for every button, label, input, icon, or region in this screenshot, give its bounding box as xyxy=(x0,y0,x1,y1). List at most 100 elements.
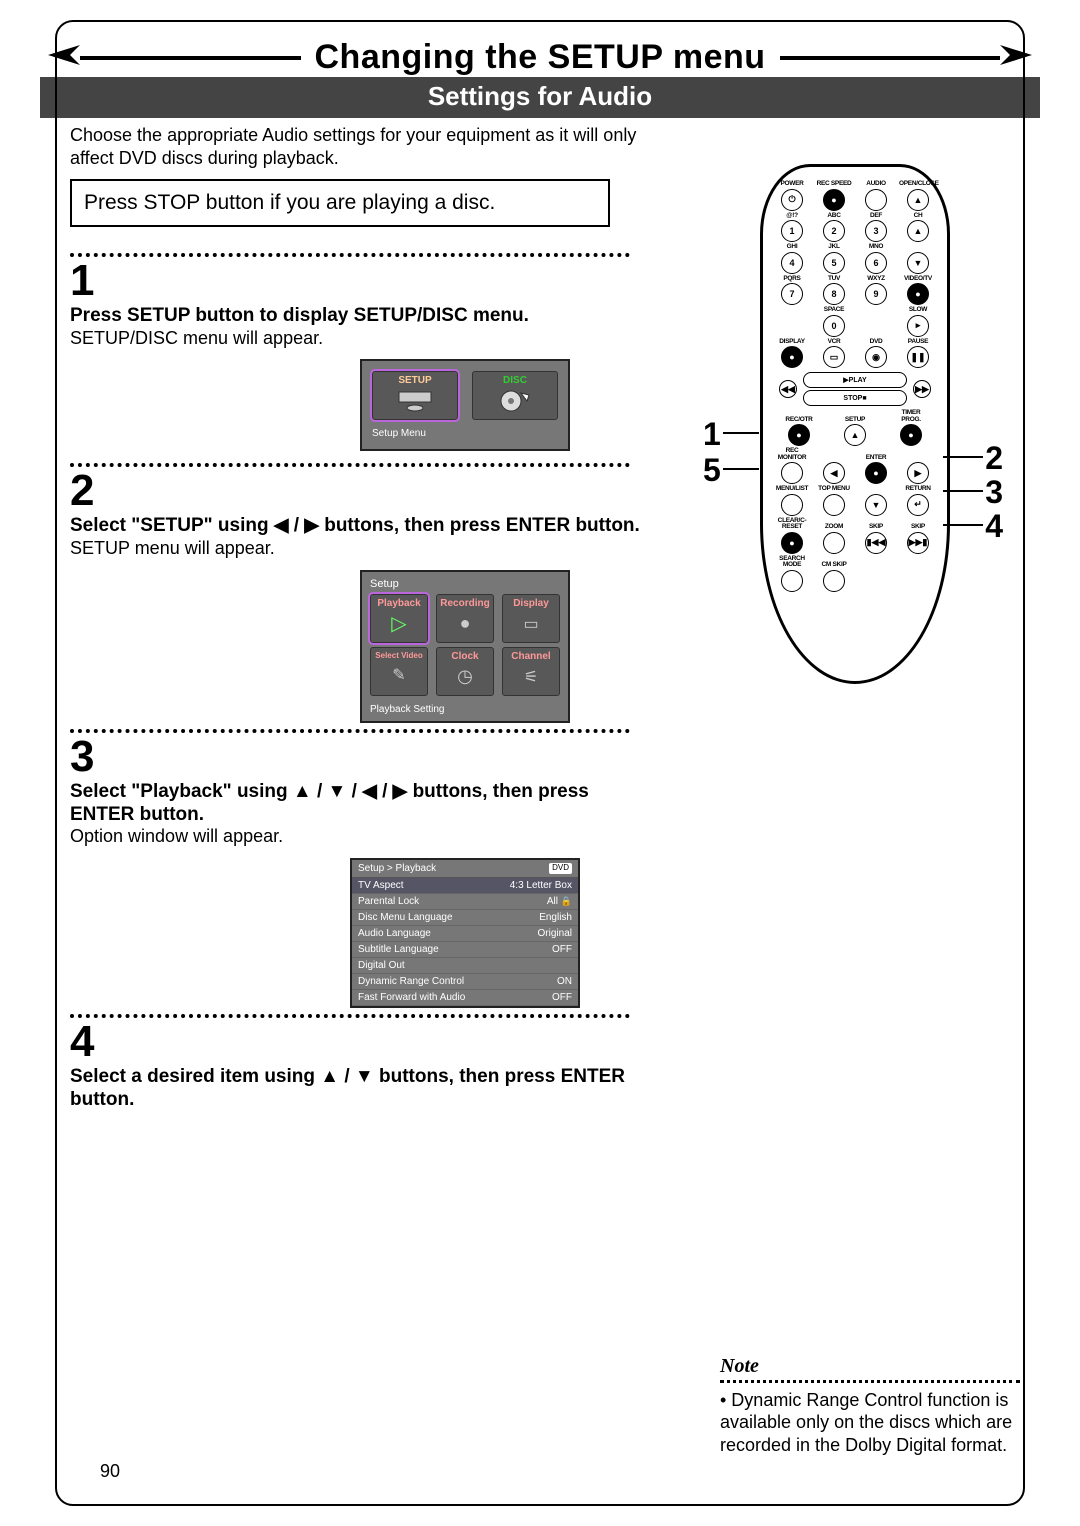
remote-button[interactable]: 5 xyxy=(823,252,845,274)
button-label: DISPLAY xyxy=(773,339,811,346)
right-decor-icon xyxy=(1000,41,1040,74)
button-label: ABC xyxy=(815,213,853,220)
remote-button[interactable]: ▲ xyxy=(907,220,929,242)
option-row: Digital Out xyxy=(352,958,578,974)
remote-button[interactable] xyxy=(823,570,845,592)
setup-disc-screen: SETUP DISC Setup Menu xyxy=(360,359,570,451)
remote-button[interactable]: ◉ xyxy=(865,346,887,368)
step-heading: Select "Playback" using ▲ / ▼ / ◀ / ▶ bu… xyxy=(70,781,648,827)
remote-button[interactable]: ▼ xyxy=(865,494,887,516)
button-label: CM SKIP xyxy=(815,562,853,569)
divider xyxy=(70,463,630,467)
subtitle: Settings for Audio xyxy=(40,77,1040,118)
remote-button[interactable]: 7 xyxy=(781,283,803,305)
step-body: SETUP menu will appear. xyxy=(70,538,648,560)
remote-button[interactable]: 3 xyxy=(865,220,887,242)
tile-label: DISC xyxy=(473,375,557,386)
remote-button[interactable]: ▸ xyxy=(907,315,929,337)
remote-button[interactable]: 6 xyxy=(865,252,887,274)
forward-button[interactable]: ▶▶ xyxy=(913,380,931,398)
remote-button[interactable]: ▲ xyxy=(907,189,929,211)
remote-button[interactable]: 8 xyxy=(823,283,845,305)
rewind-button[interactable]: ◀◀ xyxy=(779,380,797,398)
button-label: SETUP xyxy=(836,417,874,424)
remote-button[interactable]: ▼ xyxy=(907,252,929,274)
remote-button[interactable]: 9 xyxy=(865,283,887,305)
instructions-column: Choose the appropriate Audio settings fo… xyxy=(40,124,660,1112)
button-label: VCR xyxy=(815,339,853,346)
option-row: Dynamic Range ControlON xyxy=(352,974,578,990)
remote-button[interactable]: ● xyxy=(865,462,887,484)
tile-label: SETUP xyxy=(373,375,457,386)
note-section: Note • Dynamic Range Control function is… xyxy=(720,1355,1020,1457)
step-number: 3 xyxy=(70,735,648,779)
button-label: OPEN/CLOSE xyxy=(899,181,937,188)
remote-button[interactable]: 1 xyxy=(781,220,803,242)
button-label: GHI xyxy=(773,244,811,251)
callout-1: 1 xyxy=(703,416,721,453)
divider xyxy=(70,729,630,733)
header: Changing the SETUP menu Settings for Aud… xyxy=(40,38,1040,118)
remote-button[interactable]: ↵ xyxy=(907,494,929,516)
remote-button[interactable]: 0 xyxy=(823,315,845,337)
button-label: REC/OTR xyxy=(780,417,818,424)
remote-button[interactable]: ● xyxy=(788,424,810,446)
button-label: VIDEO/TV xyxy=(899,276,937,283)
divider xyxy=(70,1014,630,1018)
button-label: DEF xyxy=(857,213,895,220)
option-row: Parental LockAll xyxy=(352,894,578,910)
button-label: AUDIO xyxy=(857,181,895,188)
button-label: MNO xyxy=(857,244,895,251)
remote-button[interactable]: ▮◀◀ xyxy=(865,532,887,554)
screen-title: Setup xyxy=(370,578,560,590)
remote-button[interactable]: ▲ xyxy=(844,424,866,446)
remote-button[interactable]: ▶ xyxy=(907,462,929,484)
remote-button[interactable] xyxy=(865,189,887,211)
button-label: WXYZ xyxy=(857,276,895,283)
note-body: • Dynamic Range Control function is avai… xyxy=(720,1389,1020,1457)
button-label: RETURN xyxy=(899,486,937,493)
remote-button[interactable]: ▭ xyxy=(823,346,845,368)
breadcrumb: Setup > Playback xyxy=(358,863,436,874)
option-row: Fast Forward with AudioOFF xyxy=(352,990,578,1006)
remote-button[interactable] xyxy=(781,494,803,516)
remote-button[interactable]: ● xyxy=(823,189,845,211)
remote-button[interactable]: 4 xyxy=(781,252,803,274)
callout-3: 3 xyxy=(985,474,1003,511)
button-label: SLOW xyxy=(899,307,937,314)
step-body: Option window will appear. xyxy=(70,826,648,848)
remote-button[interactable]: ● xyxy=(907,283,929,305)
divider xyxy=(70,253,630,257)
button-label: ENTER xyxy=(857,455,895,462)
play-button[interactable]: ▶ PLAY xyxy=(803,372,907,388)
remote-button[interactable]: ⏻ xyxy=(781,189,803,211)
remote-button[interactable] xyxy=(823,532,845,554)
remote-button[interactable]: ● xyxy=(781,346,803,368)
stop-button[interactable]: STOP ■ xyxy=(803,390,907,406)
remote-button[interactable]: ❚❚ xyxy=(907,346,929,368)
step-heading: Select "SETUP" using ◀ / ▶ buttons, then… xyxy=(70,515,648,538)
step-heading: Press SETUP button to display SETUP/DISC… xyxy=(70,305,648,328)
button-label: POWER xyxy=(773,181,811,188)
setup-tile-icon xyxy=(373,386,457,416)
remote-button[interactable]: ▶▶▮ xyxy=(907,532,929,554)
remote-button[interactable] xyxy=(823,494,845,516)
remote-button[interactable]: 2 xyxy=(823,220,845,242)
button-label: DVD xyxy=(857,339,895,346)
remote-column: 1 5 2 3 4 POWER⏻REC SPEED●AUDIOOPEN/CLOS… xyxy=(660,124,1040,1112)
callout-4: 4 xyxy=(985,508,1003,545)
remote-button[interactable] xyxy=(781,570,803,592)
remote-button[interactable] xyxy=(781,462,803,484)
remote-button[interactable]: ● xyxy=(781,532,803,554)
screen-caption: Setup Menu xyxy=(372,428,558,439)
intro-text: Choose the appropriate Audio settings fo… xyxy=(70,124,648,169)
button-label: TUV xyxy=(815,276,853,283)
button-label: REC MONITOR xyxy=(773,448,811,461)
option-row: TV Aspect4:3 Letter Box xyxy=(352,878,578,894)
step-number: 1 xyxy=(70,259,648,303)
remote-button[interactable]: ◀ xyxy=(823,462,845,484)
button-label: SPACE xyxy=(815,307,853,314)
button-label: PAUSE xyxy=(899,339,937,346)
step-number: 4 xyxy=(70,1020,648,1064)
remote-button[interactable]: ● xyxy=(900,424,922,446)
